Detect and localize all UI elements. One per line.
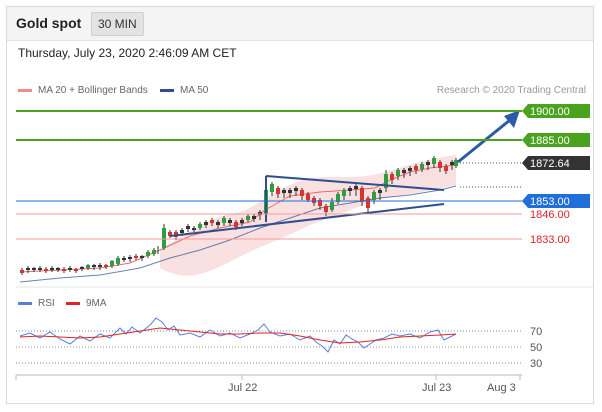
- credit-text: Research © 2020 Trading Central: [436, 85, 586, 96]
- target-arrow: [457, 110, 520, 164]
- x-label-jul22: Jul 22: [228, 382, 257, 394]
- rsi-ma-line: [19, 327, 457, 344]
- ma20-swatch: [18, 89, 32, 92]
- level-tag-pivot: 1853.00: [522, 194, 590, 208]
- level-tag-r2: 1900.00: [522, 104, 590, 118]
- chart-widget: Gold spot 30 MIN: [6, 6, 594, 404]
- bollinger-band: [160, 155, 456, 276]
- svg-text:1900.00: 1900.00: [530, 106, 570, 118]
- legend-ma50: MA 50: [160, 85, 208, 96]
- datetime-label: Thursday, July 23, 2020 2:46:09 AM CET: [18, 46, 237, 60]
- ma50-label: MA 50: [180, 85, 209, 96]
- level-tag-r1: 1885.00: [522, 133, 590, 147]
- pattern-upper-line: [265, 175, 445, 191]
- rsi-line: [19, 317, 457, 353]
- legend-9ma: 9MA: [66, 298, 107, 309]
- rsi-tick-30: 30: [530, 358, 542, 370]
- widget-header: Gold spot 30 MIN: [7, 7, 593, 41]
- rsi-tick-50: 50: [530, 342, 542, 354]
- ma9-label: 9MA: [86, 298, 107, 309]
- level-tag-last: 1872.64: [522, 156, 590, 170]
- pattern-lower-line: [169, 203, 445, 237]
- timeframe-button[interactable]: 30 MIN: [91, 12, 144, 36]
- svg-text:1872.64: 1872.64: [530, 158, 570, 170]
- x-label-aug3: Aug 3: [487, 382, 516, 394]
- ma50-line: [19, 185, 457, 283]
- level-label-s1: 1846.00: [530, 209, 570, 221]
- x-label-jul23: Jul 23: [422, 382, 451, 394]
- instrument-title: Gold spot: [16, 15, 82, 31]
- svg-text:1885.00: 1885.00: [530, 135, 570, 147]
- rsi-label: RSI: [38, 298, 55, 309]
- svg-text:1853.00: 1853.00: [530, 196, 570, 208]
- rsi-swatch: [18, 302, 32, 305]
- ma50-swatch: [160, 89, 174, 92]
- ma9-swatch: [66, 302, 80, 305]
- rsi-tick-70: 70: [530, 326, 542, 338]
- legend-rsi: RSI: [18, 298, 55, 309]
- legend-ma20: MA 20 + Bollinger Bands: [18, 85, 148, 96]
- level-label-s2: 1833.00: [530, 234, 570, 246]
- ma20-label: MA 20 + Bollinger Bands: [38, 85, 148, 96]
